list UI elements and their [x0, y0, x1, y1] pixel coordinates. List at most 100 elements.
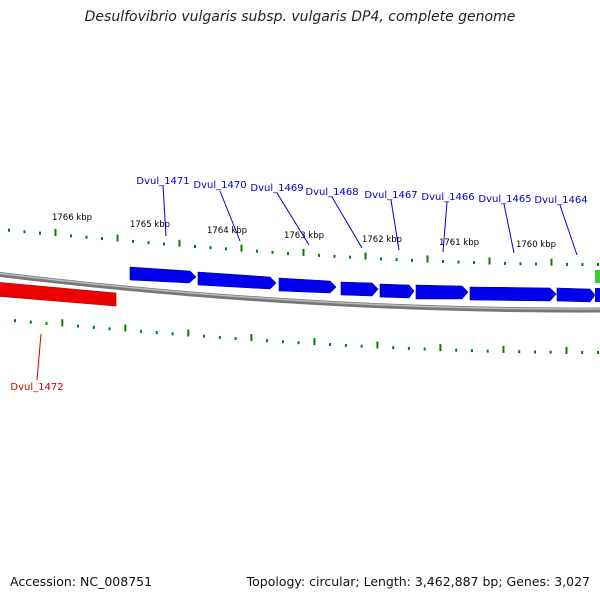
gene-label-dvul-1467[interactable]: Dvul_1467: [364, 190, 417, 201]
major-scale-tick: [240, 244, 243, 252]
major-scale-tick: [250, 334, 253, 342]
inner-tick-track: [14, 319, 599, 354]
gene-label-dvul-1472[interactable]: Dvul_1472: [10, 382, 63, 393]
gene-label-dvul-1464[interactable]: Dvul_1464: [534, 195, 587, 206]
minor-scale-tick: [287, 251, 289, 255]
minor-scale-tick: [163, 242, 165, 246]
map-title: Desulfovibrio vulgaris subsp. vulgaris D…: [84, 9, 516, 25]
minor-scale-tick: [504, 261, 506, 265]
minor-scale-tick: [256, 249, 258, 253]
minor-scale-tick: [101, 237, 103, 241]
gene-label-dvul-1469[interactable]: Dvul_1469: [250, 183, 303, 194]
minor-scale-tick: [518, 350, 521, 354]
minor-scale-tick: [70, 234, 72, 238]
gene-label-dvul-1465[interactable]: Dvul_1465: [478, 194, 531, 205]
leader-line-dvul-1468: [331, 196, 363, 249]
leader-line-dvul-1465: [503, 203, 515, 254]
gene-arrow-dvul-1464[interactable]: [556, 287, 596, 303]
minor-scale-tick: [486, 349, 489, 353]
gene-arrow-dvul-1472[interactable]: [0, 282, 117, 307]
minor-scale-tick: [271, 250, 274, 254]
major-scale-tick: [426, 255, 429, 263]
gene-label-dvul-1470[interactable]: Dvul_1470: [193, 180, 246, 191]
leader-line-dvul-1470: [219, 190, 241, 242]
gene-arrow-dvul-1468[interactable]: [340, 281, 379, 297]
major-scale-tick: [550, 258, 553, 266]
label-leader-lines: [36, 185, 578, 381]
major-scale-tick: [187, 329, 190, 337]
minor-scale-tick: [360, 344, 363, 348]
major-scale-tick: [364, 252, 367, 260]
gene-arrow-dvul-1471[interactable]: [129, 266, 197, 284]
minor-scale-tick: [140, 329, 143, 333]
genome-summary-text: Topology: circular; Length: 3,462,887 bp…: [246, 574, 590, 589]
kbp-label: 1764 kbp: [207, 226, 247, 236]
major-scale-tick: [124, 324, 127, 332]
minor-scale-tick: [535, 262, 537, 266]
minor-scale-tick: [8, 228, 10, 232]
minor-scale-tick: [318, 253, 320, 257]
gene-label-dvul-1468[interactable]: Dvul_1468: [305, 187, 358, 198]
minor-scale-tick: [380, 257, 382, 261]
minor-scale-tick: [147, 241, 150, 245]
kbp-label: 1760 kbp: [516, 240, 556, 250]
gene-arrow-dvul-1469[interactable]: [278, 277, 337, 294]
minor-scale-tick: [581, 263, 584, 266]
minor-scale-tick: [108, 327, 111, 331]
major-scale-tick: [54, 229, 57, 236]
leader-line-dvul-1471: [162, 185, 167, 237]
minor-scale-tick: [45, 321, 48, 325]
minor-scale-tick: [457, 260, 460, 264]
gene-arrow-dvul-1467[interactable]: [379, 283, 415, 299]
minor-scale-tick: [23, 230, 26, 234]
gene-label-dvul-1471[interactable]: Dvul_1471: [136, 176, 189, 187]
leader-line-dvul-1472: [36, 333, 42, 381]
minor-scale-tick: [473, 261, 475, 265]
leader-line-dvul-1464: [559, 204, 578, 256]
gene-arrow-dvul-1470[interactable]: [197, 271, 277, 290]
gene-block-green-partial[interactable]: [595, 270, 600, 283]
gene-block-partial[interactable]: [595, 288, 600, 302]
minor-scale-tick: [85, 235, 88, 239]
minor-scale-tick: [218, 335, 221, 339]
gene-label-dvul-1466[interactable]: Dvul_1466: [421, 192, 474, 203]
minor-scale-tick: [581, 351, 584, 354]
gene-arrow-dvul-1466[interactable]: [415, 284, 469, 300]
minor-scale-tick: [411, 258, 413, 262]
minor-scale-tick: [14, 319, 16, 323]
minor-scale-tick: [281, 340, 284, 344]
minor-scale-tick: [132, 239, 134, 243]
major-scale-tick: [178, 239, 181, 247]
minor-scale-tick: [209, 246, 212, 250]
leader-line-dvul-1469: [276, 192, 310, 246]
major-scale-tick: [302, 248, 305, 256]
outer-tick-track: [8, 228, 599, 266]
major-scale-tick: [376, 341, 379, 349]
minor-scale-tick: [297, 341, 300, 345]
minor-scale-tick: [344, 343, 347, 347]
major-scale-tick: [116, 234, 119, 242]
kbp-label: 1765 kbp: [130, 220, 170, 230]
minor-scale-tick: [92, 325, 95, 329]
minor-scale-tick: [597, 351, 599, 354]
minor-scale-tick: [155, 331, 158, 335]
gene-arrow-dvul-1465[interactable]: [469, 286, 557, 302]
major-scale-tick: [488, 257, 491, 265]
major-scale-tick: [61, 319, 64, 327]
minor-scale-tick: [203, 334, 206, 338]
major-scale-tick: [313, 338, 316, 346]
minor-scale-tick: [566, 262, 568, 266]
minor-scale-tick: [442, 260, 444, 263]
minor-scale-tick: [349, 255, 351, 259]
genome-backbone: [0, 271, 600, 313]
minor-scale-tick: [549, 350, 552, 354]
kbp-label: 1761 kbp: [439, 238, 479, 248]
minor-scale-tick: [29, 320, 32, 324]
major-scale-tick: [439, 344, 442, 352]
kbp-label-group: 1766 kbp 1765 kbp 1764 kbp 1763 kbp 1762…: [52, 213, 556, 250]
minor-scale-tick: [333, 254, 336, 258]
minor-scale-tick: [423, 347, 426, 351]
minor-scale-tick: [392, 346, 395, 350]
